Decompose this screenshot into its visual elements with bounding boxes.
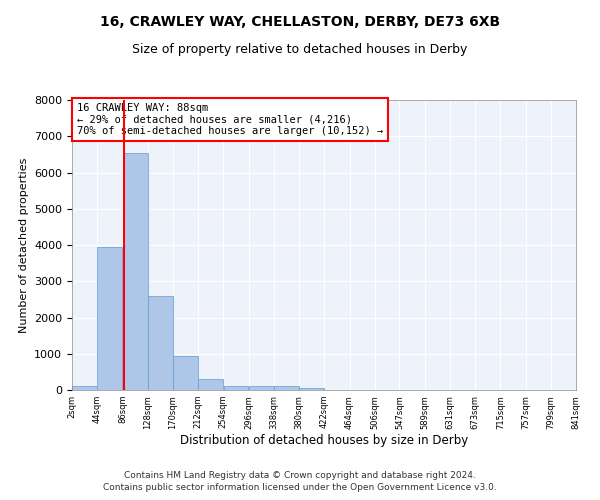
Bar <box>72 386 97 390</box>
Text: 16 CRAWLEY WAY: 88sqm
← 29% of detached houses are smaller (4,216)
70% of semi-d: 16 CRAWLEY WAY: 88sqm ← 29% of detached … <box>77 103 383 136</box>
Text: Size of property relative to detached houses in Derby: Size of property relative to detached ho… <box>133 42 467 56</box>
X-axis label: Distribution of detached houses by size in Derby: Distribution of detached houses by size … <box>180 434 468 448</box>
Bar <box>148 296 173 390</box>
Bar <box>299 388 324 390</box>
Bar <box>122 152 148 390</box>
Bar <box>224 386 248 390</box>
Text: Contains HM Land Registry data © Crown copyright and database right 2024.
Contai: Contains HM Land Registry data © Crown c… <box>103 471 497 492</box>
Bar <box>199 379 223 390</box>
Bar <box>97 247 122 390</box>
Bar <box>173 356 198 390</box>
Bar <box>274 386 299 390</box>
Bar <box>249 386 274 390</box>
Text: 16, CRAWLEY WAY, CHELLASTON, DERBY, DE73 6XB: 16, CRAWLEY WAY, CHELLASTON, DERBY, DE73… <box>100 15 500 29</box>
Y-axis label: Number of detached properties: Number of detached properties <box>19 158 29 332</box>
